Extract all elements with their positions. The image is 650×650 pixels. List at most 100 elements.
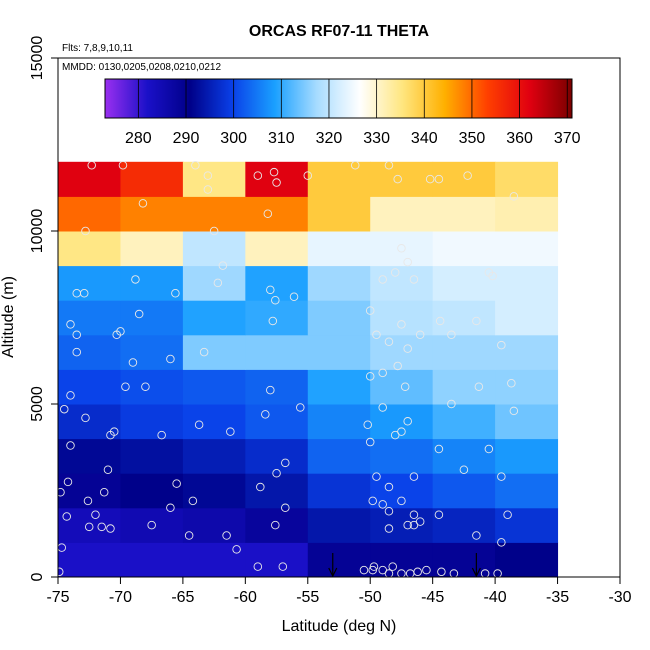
observation-point (278, 562, 288, 571)
observation-point (253, 562, 263, 571)
heatmap-cell (120, 369, 184, 405)
observation-point (403, 520, 412, 530)
observation-point (271, 295, 280, 305)
observation-point (472, 316, 481, 326)
flight-arrow-head (328, 567, 338, 578)
observation-point (393, 361, 402, 371)
flight-arrow-head (471, 567, 481, 578)
colorbar-tick-label: 350 (459, 130, 486, 147)
observation-point (269, 167, 279, 177)
observation-point (363, 420, 372, 430)
heatmap-cell (370, 473, 434, 509)
observation-point (203, 171, 213, 180)
heatmap-cell (370, 507, 434, 543)
heatmap-cell (245, 161, 309, 197)
observation-point (84, 522, 94, 532)
observation-point (66, 441, 75, 450)
observation-point (409, 520, 419, 530)
heatmap-cell (370, 196, 434, 232)
colorbar-ticks: 280 290 300 310 320 330 340 350 360 370 (125, 79, 581, 147)
observation-point (91, 510, 100, 519)
y-tick-label: 5000 (29, 386, 46, 422)
observation-point (403, 257, 412, 267)
observation-point (378, 275, 387, 284)
observation-point (191, 161, 200, 170)
observation-point (272, 178, 281, 187)
heatmap-cells (58, 161, 559, 577)
heatmap-cell (120, 404, 184, 440)
observation-point (83, 496, 93, 506)
observation-point (368, 496, 377, 506)
heatmap-cell (495, 161, 559, 197)
heatmap-cell (245, 300, 309, 336)
x-tick-label: -65 (171, 589, 194, 606)
heatmap-cell (58, 438, 121, 474)
heatmap-cell (495, 334, 559, 370)
observation-point (138, 199, 148, 208)
observation-point (59, 404, 69, 414)
heatmap-cell (182, 542, 246, 577)
observation-point (422, 565, 431, 575)
heatmap-cell (120, 334, 184, 370)
x-axis: -75 -70 -65 -60 -55 -50 -45 -40 -35 -30 (46, 576, 632, 606)
heatmap-cell (307, 473, 371, 509)
heatmap-cell (495, 265, 559, 301)
heatmap-cell (432, 369, 496, 405)
heatmap-cell (370, 300, 434, 336)
observation-point (263, 209, 273, 218)
observation-point (480, 569, 490, 577)
observation-point (435, 316, 445, 326)
heatmap-cell (245, 438, 309, 474)
observation-point (103, 465, 113, 474)
heatmap-cell (307, 231, 371, 267)
heatmap-cell (120, 265, 184, 301)
observation-point (271, 520, 280, 530)
heatmap-cell (432, 542, 496, 577)
heatmap-cell (495, 404, 559, 440)
observation-point (128, 358, 138, 367)
observation-point (63, 477, 73, 487)
observation-point (81, 226, 90, 236)
heatmap-cell (495, 369, 559, 405)
observation-point (157, 430, 166, 440)
heatmap-cell (58, 265, 121, 301)
heatmap-cell (495, 473, 559, 509)
observation-point (272, 468, 281, 478)
observation-point (390, 268, 400, 277)
observation-point (384, 569, 394, 577)
heatmap-cell (58, 231, 121, 267)
observation-point (222, 531, 231, 540)
observation-point (384, 482, 394, 492)
observation-point (447, 330, 456, 340)
observation-point (384, 161, 394, 170)
observation-point (434, 174, 444, 184)
heatmap-cell (120, 507, 184, 543)
observation-point (171, 289, 180, 298)
observation-point (397, 569, 406, 577)
y-axis-label: Altitude (m) (0, 276, 17, 358)
heatmap-cell (58, 334, 121, 370)
observation-point (261, 410, 270, 419)
x-tick-label: -30 (608, 589, 631, 606)
observation-point (397, 427, 406, 436)
observation-point (266, 385, 275, 395)
heatmap-cell (58, 369, 121, 405)
observation-point (303, 171, 313, 180)
observation-point (484, 444, 494, 454)
heatmap-cell (120, 542, 184, 577)
observation-point (141, 382, 150, 391)
flight-arrows (328, 553, 481, 578)
observation-point (66, 391, 75, 400)
heatmap-cell (432, 161, 496, 197)
observation-point (397, 496, 406, 506)
colorbar-tick-label: 370 (554, 130, 581, 147)
colorbar-tick-label: 300 (220, 130, 247, 147)
heatmap-cell (58, 473, 121, 509)
observation-point (413, 567, 422, 577)
heatmap-cell (307, 196, 371, 232)
x-tick-label: -75 (46, 589, 69, 606)
heatmap-cell (370, 231, 434, 267)
observation-point (384, 524, 394, 533)
observation-point (359, 565, 369, 575)
